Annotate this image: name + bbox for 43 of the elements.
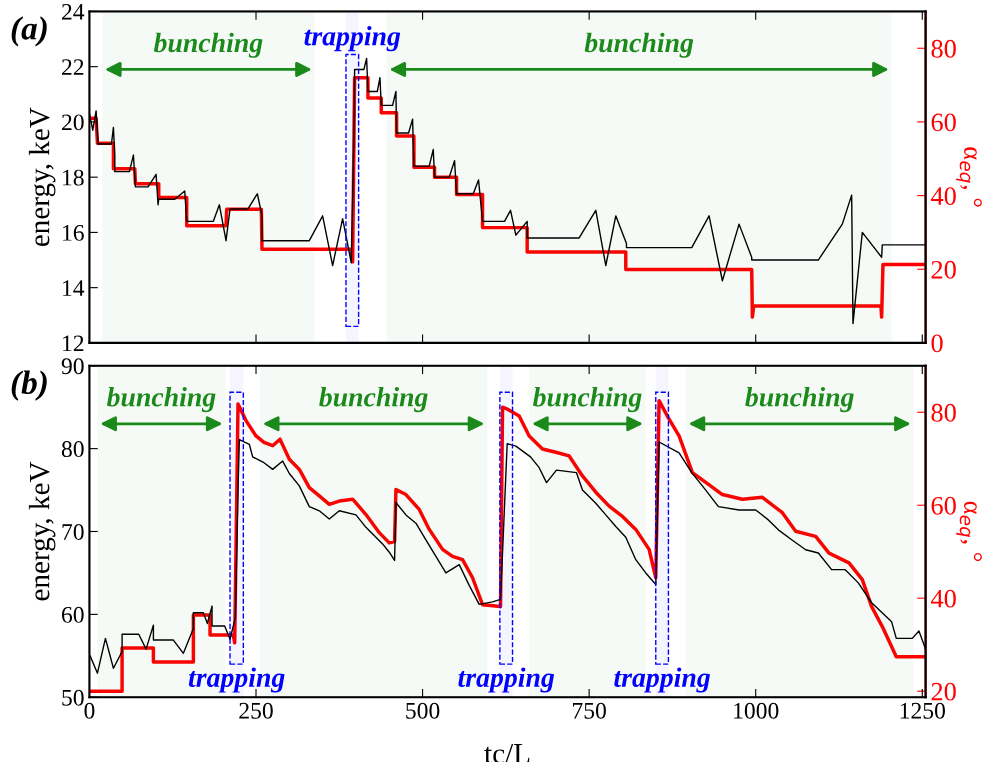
y2-tick-label: 20 xyxy=(931,682,956,701)
x-tick-label: 1250 xyxy=(900,702,945,719)
band-label: bunching xyxy=(106,386,216,413)
y-tick-label: 18 xyxy=(63,169,84,186)
band-label: bunching xyxy=(153,32,263,58)
band-label: trapping xyxy=(458,667,555,693)
band-label: trapping xyxy=(614,667,710,693)
band-label: bunching xyxy=(584,32,694,58)
y2-axis-title: α$_{eq}$, ° xyxy=(956,501,982,561)
chart-title: (a) xyxy=(11,16,47,47)
y-tick-label: 50 xyxy=(62,689,84,706)
band-label: bunching xyxy=(319,386,428,413)
y-tick-label: 20 xyxy=(62,114,84,131)
y-tick-label: 60 xyxy=(61,606,84,623)
y-tick-label: 70 xyxy=(62,523,84,540)
y2-tick-label: 0 xyxy=(931,334,943,353)
y2-axis-title: α$_{eq}$, ° xyxy=(956,147,982,207)
y2-tick-label: 80 xyxy=(931,403,956,422)
y2-tick-label: 80 xyxy=(931,39,956,58)
y-tick-label: 90 xyxy=(61,358,84,375)
chart-title: (b) xyxy=(11,370,47,401)
y2-tick-label: 60 xyxy=(931,113,956,132)
y2-tick-label: 60 xyxy=(931,496,956,515)
x-tick-label: 750 xyxy=(572,702,606,719)
band-label: trapping xyxy=(304,26,401,52)
x-tick-label: 1000 xyxy=(734,702,779,719)
y-tick-label: 14 xyxy=(63,280,85,296)
band-label: bunching xyxy=(533,386,642,413)
x-tick-label: 0 xyxy=(84,702,95,719)
band-label: bunching xyxy=(745,386,854,413)
band-label: trapping xyxy=(188,667,285,693)
y-axis-title: energy, keV xyxy=(28,461,56,601)
y-tick-label: 12 xyxy=(63,335,84,352)
y-tick-label: 16 xyxy=(63,224,84,241)
x-tick-label: 500 xyxy=(406,702,440,719)
y-tick-label: 22 xyxy=(62,59,84,75)
y2-tick-label: 40 xyxy=(930,589,956,608)
x-tick-label: 250 xyxy=(239,702,273,719)
y-axis-title: energy, keV xyxy=(28,107,56,247)
y2-tick-label: 20 xyxy=(931,260,956,279)
y2-tick-label: 40 xyxy=(930,187,956,205)
y-tick-label: 24 xyxy=(62,3,85,20)
y-tick-label: 80 xyxy=(61,441,84,458)
